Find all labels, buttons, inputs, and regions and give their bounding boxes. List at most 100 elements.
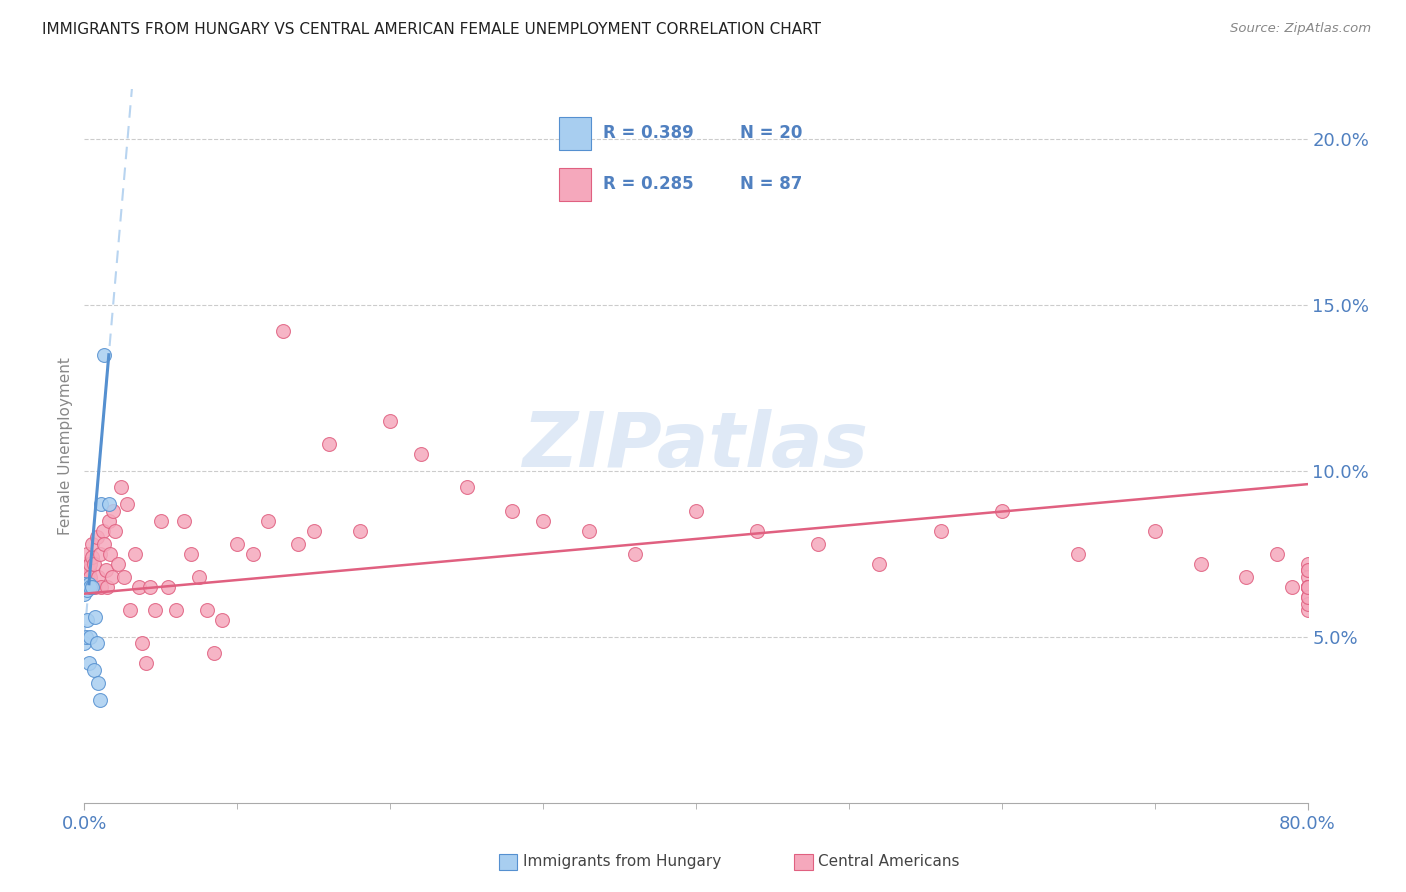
Point: [97, 514, 120, 528]
Point: [173, 514, 195, 528]
Point: [1296, 557, 1319, 571]
Point: [1296, 590, 1319, 604]
Point: [75, 630, 97, 644]
Point: [143, 603, 166, 617]
Point: [128, 580, 150, 594]
Point: [73, 564, 96, 578]
Point: [271, 325, 294, 339]
Point: [1143, 524, 1166, 538]
Point: [77, 580, 100, 594]
Text: ZIPatlas: ZIPatlas: [523, 409, 869, 483]
Point: [226, 537, 249, 551]
Point: [195, 603, 218, 617]
Point: [1296, 580, 1319, 594]
Text: IMMIGRANTS FROM HUNGARY VS CENTRAL AMERICAN FEMALE UNEMPLOYMENT CORRELATION CHAR: IMMIGRANTS FROM HUNGARY VS CENTRAL AMERI…: [42, 22, 821, 37]
Point: [76, 583, 98, 598]
Point: [75, 557, 97, 571]
Point: [149, 514, 172, 528]
Point: [747, 524, 769, 538]
Point: [93, 348, 115, 362]
Point: [104, 524, 127, 538]
Point: [83, 557, 105, 571]
Point: [90, 497, 112, 511]
Point: [86, 530, 108, 544]
Point: [79, 630, 101, 644]
Point: [685, 504, 707, 518]
Point: [1265, 547, 1288, 561]
Point: [75, 576, 97, 591]
Point: [318, 437, 340, 451]
Point: [73, 576, 96, 591]
Point: [79, 570, 101, 584]
Point: [1296, 590, 1319, 604]
Point: [1296, 597, 1319, 611]
Point: [76, 570, 98, 584]
Point: [124, 547, 146, 561]
Point: [1067, 547, 1090, 561]
Point: [409, 447, 432, 461]
Text: Central Americans: Central Americans: [818, 855, 960, 869]
Point: [75, 580, 97, 594]
Point: [929, 524, 952, 538]
Point: [94, 564, 117, 578]
Point: [157, 580, 180, 594]
Point: [1189, 557, 1212, 571]
Point: [1296, 564, 1319, 578]
Point: [107, 557, 129, 571]
Point: [1296, 580, 1319, 594]
Point: [80, 550, 103, 565]
Point: [79, 580, 101, 594]
Point: [90, 580, 112, 594]
Point: [93, 537, 115, 551]
Point: [349, 524, 371, 538]
Point: [73, 580, 96, 594]
Point: [87, 570, 110, 584]
Point: [97, 497, 120, 511]
Point: [165, 603, 187, 617]
Point: [456, 481, 478, 495]
Point: [103, 504, 125, 518]
Point: [96, 580, 118, 594]
Point: [131, 636, 153, 650]
Text: Source: ZipAtlas.com: Source: ZipAtlas.com: [1230, 22, 1371, 36]
Point: [98, 547, 121, 561]
Point: [287, 537, 309, 551]
Y-axis label: Female Unemployment: Female Unemployment: [58, 357, 73, 535]
Point: [86, 636, 108, 650]
Point: [1296, 570, 1319, 584]
Point: [80, 580, 103, 594]
Point: [1296, 580, 1319, 594]
Point: [869, 557, 891, 571]
Point: [202, 647, 225, 661]
Point: [257, 514, 280, 528]
Point: [991, 504, 1014, 518]
Point: [120, 603, 142, 617]
Point: [531, 514, 554, 528]
Point: [624, 547, 647, 561]
Point: [91, 524, 114, 538]
Point: [242, 547, 264, 561]
Point: [502, 504, 524, 518]
Point: [578, 524, 600, 538]
Point: [101, 570, 124, 584]
Point: [77, 564, 100, 578]
Point: [87, 676, 110, 690]
Point: [110, 481, 132, 495]
Point: [77, 657, 100, 671]
Point: [302, 524, 325, 538]
Point: [380, 414, 402, 428]
Point: [807, 537, 830, 551]
Point: [1296, 564, 1319, 578]
Point: [139, 580, 162, 594]
Point: [89, 693, 111, 707]
Point: [1281, 580, 1303, 594]
Point: [76, 547, 98, 561]
Point: [77, 576, 100, 591]
Point: [73, 636, 96, 650]
Point: [80, 537, 103, 551]
Point: [1296, 603, 1319, 617]
Text: Immigrants from Hungary: Immigrants from Hungary: [523, 855, 721, 869]
Point: [211, 613, 233, 627]
Point: [84, 610, 107, 624]
Point: [188, 570, 211, 584]
